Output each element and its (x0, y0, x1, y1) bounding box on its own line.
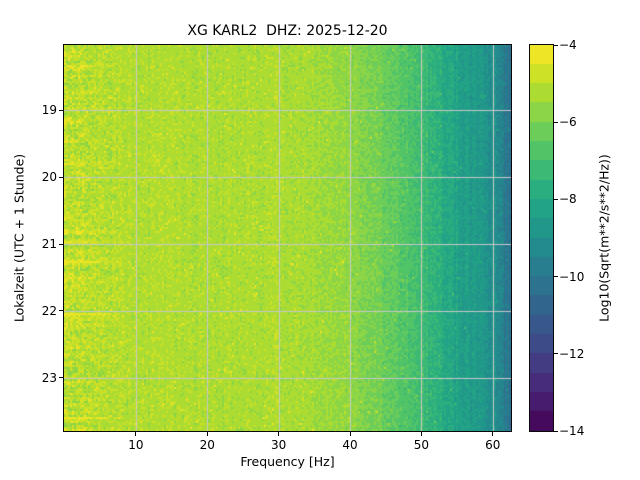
x-tick-label: 20 (199, 438, 215, 452)
y-tick-mark (59, 310, 63, 312)
x-tick-label: 40 (342, 438, 358, 452)
y-tick-mark (59, 109, 63, 111)
plot-title: XG KARL2 DHZ: 2025-12-20 (187, 23, 388, 39)
y-tick-label: 21 (41, 237, 57, 251)
y-tick-label: 20 (41, 170, 57, 185)
x-tick-mark (206, 432, 208, 436)
x-tick-label: 30 (271, 438, 287, 452)
x-tick-mark (492, 432, 494, 436)
colorbar-tick-label: −10 (559, 269, 585, 284)
colorbar-tick-mark (554, 276, 558, 278)
colorbar-tick-mark (554, 430, 558, 432)
y-tick-label: 22 (41, 303, 57, 318)
colorbar-tick-label: −12 (559, 346, 585, 361)
x-tick-mark (349, 432, 351, 436)
spectrogram-heatmap-canvas (63, 44, 512, 432)
y-tick-mark (59, 243, 63, 245)
y-tick-mark (59, 377, 63, 379)
colorbar-label: Log10(Sqrt(m**2/s**2/Hz)) (596, 154, 612, 322)
x-tick-label: 50 (413, 438, 430, 452)
colorbar-tick-mark (554, 353, 558, 355)
colorbar-gradient (529, 44, 554, 432)
x-tick-mark (278, 432, 280, 436)
x-tick-label: 10 (128, 438, 144, 452)
x-tick-mark (135, 432, 137, 436)
y-tick-label: 19 (41, 103, 57, 118)
colorbar-tick-label: −4 (559, 38, 577, 52)
colorbar-tick-mark (554, 121, 558, 123)
colorbar-tick-label: −6 (559, 115, 577, 130)
y-tick-mark (59, 176, 63, 178)
y-tick-label: 23 (41, 370, 57, 385)
colorbar-tick-label: −14 (559, 424, 585, 438)
colorbar-tick-mark (554, 44, 558, 46)
x-tick-mark (420, 432, 422, 436)
x-axis-label: Frequency [Hz] (240, 454, 335, 469)
colorbar-tick-label: −8 (559, 192, 577, 207)
colorbar-tick-mark (554, 198, 558, 200)
x-tick-label: 60 (485, 438, 501, 452)
